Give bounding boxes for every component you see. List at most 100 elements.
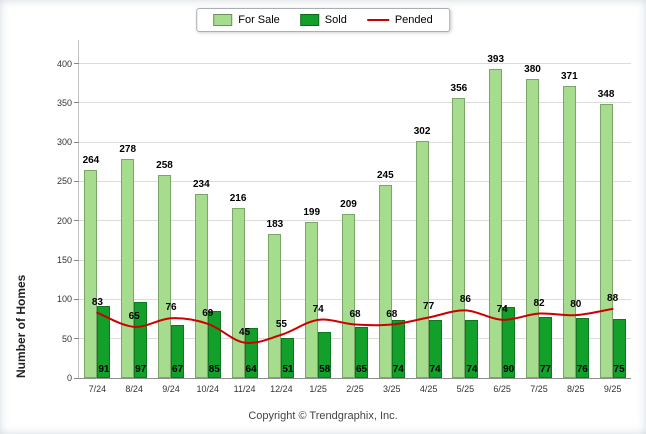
x-axis-label: 4/25 [419, 384, 438, 394]
for-sale-bar [84, 170, 98, 378]
for-sale-value-label: 234 [192, 179, 210, 191]
for-sale-value-label: 209 [340, 198, 357, 210]
for-sale-value-label: 216 [229, 193, 247, 205]
pended-value-label: 68 [386, 308, 398, 320]
gridline [79, 63, 631, 65]
y-axis-tick-label: 0 [66, 373, 72, 383]
y-axis-tick [74, 63, 79, 65]
chart-plot-area: 0 50 100 150 200 250 300 350 400 264 91 83 7/24 278 97… [57, 40, 631, 394]
sold-value-label: 97 [135, 364, 147, 375]
sold-value-label: 74 [392, 364, 404, 375]
y-axis-tick-label: 50 [61, 333, 72, 344]
sold-value-label: 90 [503, 364, 515, 375]
pended-value-label: 68 [349, 308, 361, 320]
x-axis-label: 9/25 [603, 384, 622, 394]
sold-value-label: 75 [613, 364, 625, 375]
pended-value-label: 45 [239, 326, 251, 338]
y-axis-tick-label: 350 [56, 97, 72, 108]
sold-bar [281, 337, 295, 378]
sold-bar [97, 306, 111, 378]
pended-value-label: 69 [202, 307, 214, 319]
x-axis-label: 9/24 [162, 384, 180, 394]
sold-value-label: 74 [466, 364, 478, 375]
pended-value-label: 86 [459, 294, 471, 306]
for-sale-value-label: 393 [487, 54, 505, 66]
sold-swatch [299, 14, 319, 26]
y-axis-tick [74, 102, 79, 104]
pended-swatch [366, 19, 389, 21]
sold-value-label: 85 [208, 364, 220, 375]
sold-bar [539, 317, 552, 378]
sold-value-label: 67 [171, 364, 184, 375]
for-sale-value-label: 348 [597, 89, 615, 101]
for-sale-bar [194, 194, 208, 378]
sold-value-label: 58 [319, 364, 331, 375]
y-axis-tick-label: 250 [56, 176, 72, 187]
sold-bar [502, 307, 516, 378]
for-sale-bar [378, 185, 392, 378]
sold-bar [428, 319, 442, 378]
for-sale-value-label: 371 [560, 71, 578, 83]
sold-bar [391, 319, 405, 378]
y-axis-tick-label: 300 [56, 137, 72, 148]
pended-value-label: 80 [570, 299, 582, 311]
x-axis-label: 12/24 [270, 384, 293, 394]
for-sale-bar [526, 79, 539, 378]
for-sale-value-label: 278 [119, 144, 137, 156]
pended-value-label: 55 [275, 318, 287, 330]
sold-bar [318, 332, 332, 378]
x-axis-label: 8/25 [567, 384, 585, 394]
chart-legend: For Sale Sold Pended [196, 8, 450, 32]
gridline [79, 180, 631, 182]
gridline [79, 298, 631, 300]
legend-label-sold: Sold [324, 14, 347, 26]
for-sale-bar [452, 98, 466, 378]
sold-value-label: 91 [98, 364, 110, 375]
x-axis-label: 3/25 [383, 384, 401, 394]
x-axis-label: 1/25 [309, 384, 327, 394]
sold-bar [134, 301, 148, 378]
x-axis-label: 2/25 [346, 384, 364, 394]
sold-value-label: 74 [429, 364, 441, 375]
pended-value-label: 77 [423, 301, 435, 313]
sold-value-label: 51 [282, 364, 294, 375]
y-axis-tick-label: 200 [56, 215, 72, 226]
for-sale-value-label: 264 [82, 155, 100, 167]
gridline [79, 259, 631, 261]
x-axis-label: 7/24 [88, 384, 107, 394]
for-sale-bar [305, 221, 319, 378]
pended-value-label: 83 [91, 296, 103, 308]
sold-value-label: 65 [355, 364, 368, 375]
y-axis-tick-label: 150 [56, 255, 72, 266]
legend-item-sold: Sold [299, 14, 347, 26]
for-sale-value-label: 199 [303, 206, 321, 218]
sold-bar [171, 325, 184, 378]
for-sale-value-label: 380 [524, 64, 541, 76]
gridline [79, 102, 631, 104]
pended-line [96, 307, 614, 344]
for-sale-bar [342, 213, 355, 378]
for-sale-bar [231, 208, 245, 378]
for-sale-value-label: 183 [266, 219, 284, 231]
gridline [79, 141, 631, 143]
y-axis-tick [74, 259, 79, 261]
x-axis-label: 8/24 [125, 384, 143, 394]
for-sale-value-label: 356 [450, 83, 468, 95]
y-axis-tick [74, 141, 79, 143]
sold-bar [244, 327, 258, 378]
sold-bar [465, 319, 479, 378]
pended-value-label: 74 [312, 303, 324, 315]
for-sale-bar [121, 159, 135, 378]
y-axis-tick [74, 220, 79, 222]
pended-value-label: 82 [533, 297, 545, 309]
pended-value-label: 76 [165, 302, 177, 314]
pended-value-label: 74 [496, 303, 508, 315]
legend-item-for-sale: For Sale [213, 14, 280, 26]
x-axis-label: 6/25 [493, 384, 511, 394]
legend-label-for-sale: For Sale [238, 14, 280, 26]
y-axis-tick-label: 100 [56, 294, 72, 305]
gridline [79, 377, 631, 379]
pended-value-label: 65 [128, 310, 140, 322]
for-sale-swatch [213, 14, 233, 26]
